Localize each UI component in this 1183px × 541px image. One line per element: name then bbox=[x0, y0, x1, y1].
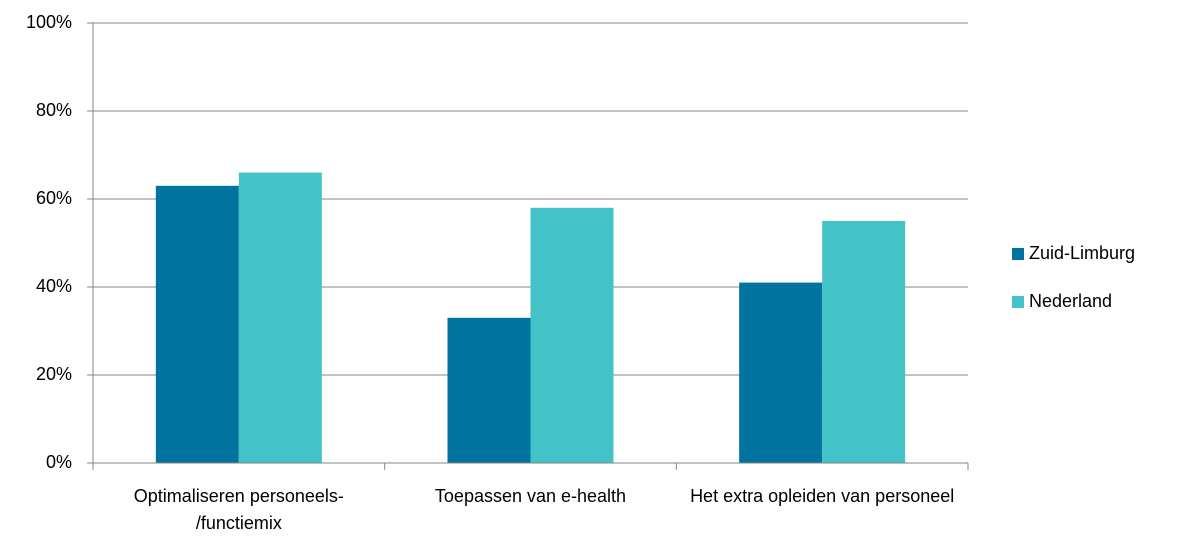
legend-swatch bbox=[1012, 296, 1024, 308]
bar bbox=[447, 317, 531, 463]
x-tick-label: Toepassen van e-health bbox=[435, 486, 626, 506]
legend-label: Nederland bbox=[1029, 291, 1112, 311]
legend-label: Zuid-Limburg bbox=[1029, 243, 1135, 263]
legend-swatch bbox=[1012, 248, 1024, 260]
bar bbox=[238, 172, 322, 463]
y-tick-label: 100% bbox=[26, 12, 72, 32]
y-tick-label: 80% bbox=[36, 100, 72, 120]
y-tick-label: 40% bbox=[36, 276, 72, 296]
bar bbox=[822, 221, 906, 463]
y-tick-label: 20% bbox=[36, 364, 72, 384]
y-tick-label: 60% bbox=[36, 188, 72, 208]
x-tick-label: Optimaliseren personeels-/functiemix bbox=[134, 486, 344, 533]
bar bbox=[739, 282, 823, 463]
bar bbox=[530, 207, 614, 463]
x-tick-label: Het extra opleiden van personeel bbox=[690, 486, 954, 506]
bar bbox=[155, 185, 239, 464]
y-tick-label: 0% bbox=[46, 452, 72, 472]
